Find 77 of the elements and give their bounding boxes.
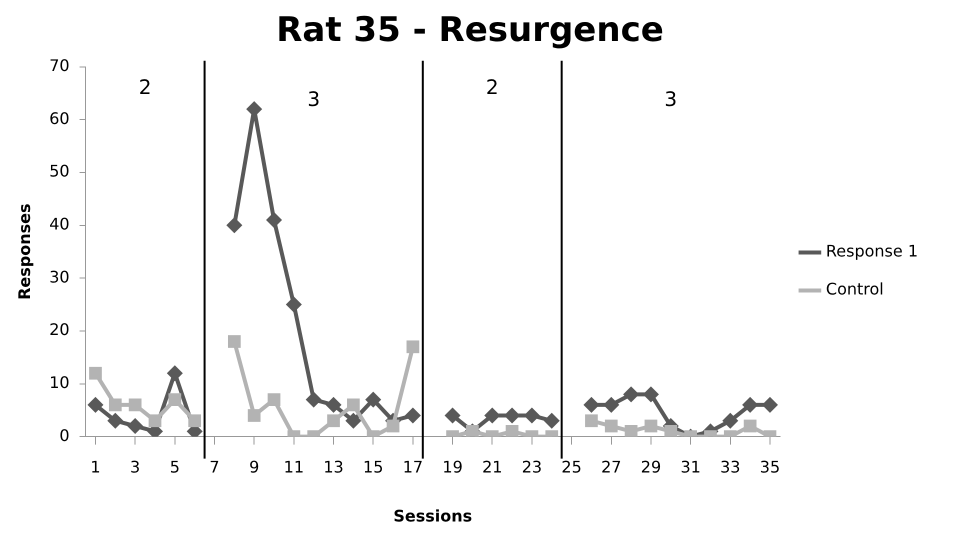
annotation: 2 bbox=[138, 75, 152, 100]
annotation: 2 bbox=[486, 75, 499, 100]
point bbox=[722, 412, 738, 429]
x-tick-label: 7 bbox=[209, 457, 220, 476]
point bbox=[248, 409, 261, 422]
x-tick-label: 19 bbox=[442, 457, 463, 476]
point bbox=[544, 412, 560, 429]
y-tick-label: 20 bbox=[49, 320, 70, 340]
x-tick-label: 11 bbox=[284, 457, 304, 476]
x-tick-label: 31 bbox=[680, 457, 701, 476]
x-tick-label: 33 bbox=[720, 457, 740, 476]
x-tick-label: 21 bbox=[482, 457, 502, 476]
x-tick-label: 25 bbox=[561, 457, 582, 476]
point bbox=[107, 412, 124, 429]
point bbox=[604, 420, 618, 432]
legend-label: Response 1 bbox=[826, 242, 918, 261]
point bbox=[762, 396, 778, 413]
y-tick-label: 30 bbox=[49, 267, 70, 286]
point bbox=[406, 340, 420, 354]
point bbox=[327, 414, 340, 428]
x-tick-label: 1 bbox=[90, 457, 101, 476]
y-tick-label: 70 bbox=[49, 56, 70, 75]
point bbox=[585, 414, 598, 428]
y-tick-label: 40 bbox=[49, 214, 70, 234]
x-tick-label: 13 bbox=[323, 457, 344, 476]
x-tick-label: 9 bbox=[249, 457, 260, 476]
point bbox=[108, 398, 122, 412]
point bbox=[266, 212, 282, 228]
x-tick-label: 35 bbox=[760, 457, 780, 476]
y-tick-label: 0 bbox=[59, 426, 70, 445]
point bbox=[168, 393, 182, 406]
point bbox=[744, 420, 756, 432]
point bbox=[268, 393, 280, 406]
point bbox=[365, 392, 382, 408]
point bbox=[226, 217, 242, 234]
point bbox=[404, 407, 421, 424]
point bbox=[644, 420, 658, 432]
point bbox=[326, 396, 342, 413]
x-tick-label: 3 bbox=[130, 457, 140, 476]
point bbox=[89, 366, 102, 380]
point bbox=[444, 407, 461, 424]
point bbox=[228, 335, 241, 348]
x-tick-label: 15 bbox=[363, 457, 384, 476]
point bbox=[188, 414, 202, 428]
point bbox=[166, 365, 183, 382]
x-tick-label: 17 bbox=[402, 457, 424, 476]
point bbox=[87, 396, 104, 413]
point bbox=[742, 396, 758, 413]
chart-title: Rat 35 - Resurgence bbox=[276, 10, 664, 50]
point bbox=[484, 407, 500, 424]
x-tick-label: 23 bbox=[522, 457, 542, 476]
y-tick-label: 50 bbox=[49, 162, 70, 181]
point bbox=[583, 396, 600, 413]
point bbox=[642, 386, 659, 402]
point bbox=[624, 424, 638, 437]
x-tick-label: 5 bbox=[170, 457, 180, 476]
point bbox=[386, 420, 400, 432]
annotation: 3 bbox=[664, 87, 678, 112]
x-tick-label: 27 bbox=[601, 457, 622, 476]
annotation: 3 bbox=[307, 87, 320, 112]
point bbox=[623, 386, 640, 402]
point bbox=[664, 424, 678, 437]
point bbox=[286, 296, 302, 313]
point bbox=[345, 412, 362, 429]
x-axis-title: Sessions bbox=[393, 506, 472, 526]
y-tick-label: 60 bbox=[49, 108, 70, 128]
y-axis-title: Responses bbox=[14, 203, 34, 300]
y-tick-label: 10 bbox=[49, 372, 70, 392]
point bbox=[306, 392, 322, 408]
point bbox=[603, 396, 620, 413]
x-tick-label: 29 bbox=[640, 457, 662, 476]
point bbox=[506, 424, 518, 437]
point bbox=[148, 414, 162, 428]
legend-label: Control bbox=[826, 280, 884, 299]
point bbox=[127, 418, 144, 434]
point bbox=[128, 398, 142, 412]
point bbox=[347, 398, 360, 412]
